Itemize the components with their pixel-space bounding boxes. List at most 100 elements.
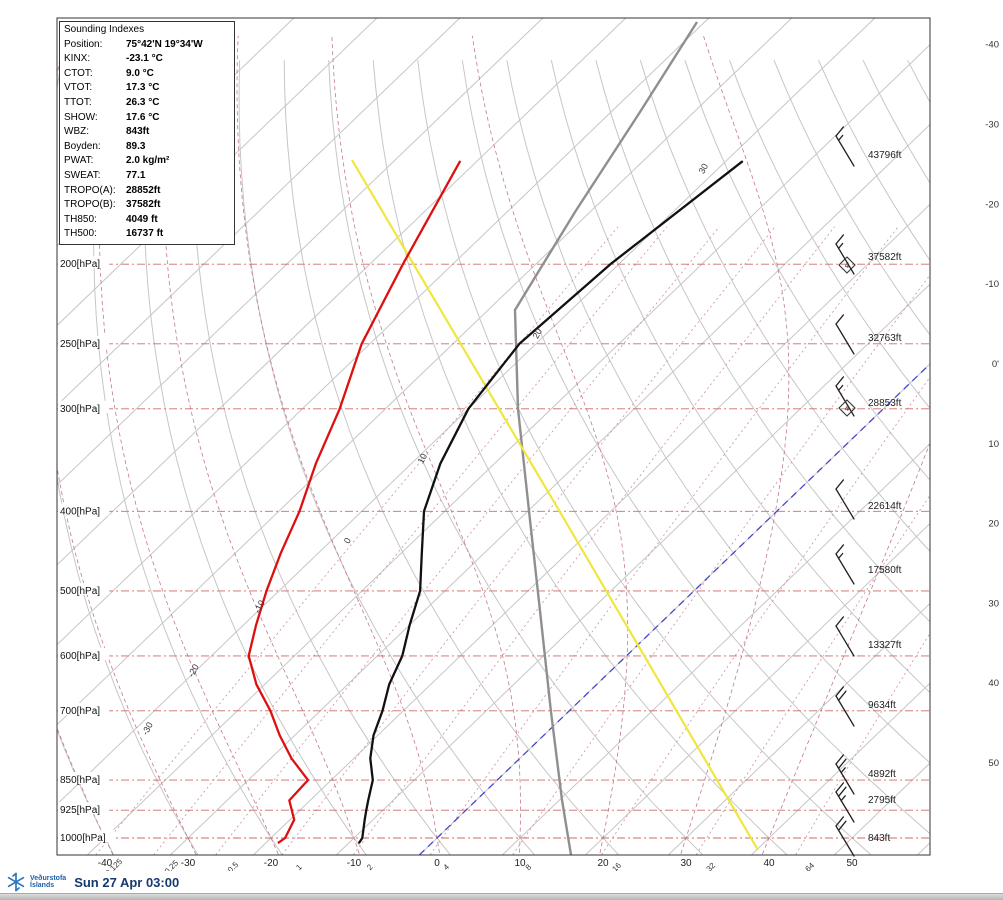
- index-label: TROPO(B):: [64, 199, 116, 211]
- svg-text:30: 30: [988, 598, 999, 609]
- svg-text:28853ft: 28853ft: [868, 398, 902, 409]
- index-row: TROPO(B): 37582ft: [64, 198, 230, 213]
- valid-time-label: Sun 27 Apr 03:00: [74, 874, 180, 890]
- horizontal-scrollbar[interactable]: [0, 893, 1003, 900]
- index-row: TTOT: 26.3 °C: [64, 96, 230, 111]
- right-temp-labels: -40 -30 -20 -10 0' 10 20 30 40 50: [985, 40, 999, 769]
- svg-text:843ft: 843ft: [868, 833, 890, 844]
- svg-text:50: 50: [988, 758, 999, 769]
- svg-text:8: 8: [524, 862, 534, 872]
- svg-text:1000[hPa]: 1000[hPa]: [60, 833, 106, 844]
- org-line1: Veðurstofa: [30, 874, 67, 882]
- svg-text:40: 40: [763, 858, 775, 869]
- svg-text:0: 0: [342, 536, 353, 545]
- svg-text:300[hPa]: 300[hPa]: [60, 404, 100, 415]
- svg-text:30: 30: [680, 858, 692, 869]
- svg-text:0': 0': [992, 359, 999, 370]
- index-row: SWEAT: 77.1: [64, 169, 230, 184]
- index-label: Boyden:: [64, 140, 101, 152]
- index-row: SHOW: 17.6 °C: [64, 111, 230, 126]
- index-row: TROPO(A): 28852ft: [64, 184, 230, 199]
- svg-text:4: 4: [845, 261, 850, 270]
- svg-text:32763ft: 32763ft: [868, 333, 902, 344]
- index-row: Boyden: 89.3: [64, 140, 230, 155]
- svg-text:-40: -40: [985, 40, 999, 51]
- svg-text:-10: -10: [347, 858, 362, 869]
- svg-text:-20: -20: [985, 199, 999, 210]
- svg-text:17580ft: 17580ft: [868, 565, 902, 576]
- index-value: 16737 ft: [126, 228, 164, 240]
- bottom-temp-labels: -40 -30 -20 -10 0 10 20 30 40 50: [98, 858, 858, 869]
- svg-text:22614ft: 22614ft: [868, 501, 902, 512]
- svg-text:2795ft: 2795ft: [868, 795, 896, 806]
- tropopause-diamond-icon: [838, 256, 856, 274]
- index-row: TH500: 16737 ft: [64, 227, 230, 242]
- index-rows: Position: 75°42'N 19°34'W KINX: -23.1 °C CTO…: [64, 38, 230, 242]
- index-label: TROPO(A):: [64, 184, 116, 196]
- svg-text:9634ft: 9634ft: [868, 700, 896, 711]
- index-row: CTOT: 9.0 °C: [64, 67, 230, 82]
- pressure-axis-labels: 200[hPa] 250[hPa] 300[hPa] 400[hPa] 500[hPa]…: [58, 256, 115, 844]
- index-label: PWAT:: [64, 155, 94, 167]
- index-row: WBZ: 843ft: [64, 125, 230, 140]
- index-label: SHOW:: [64, 111, 98, 123]
- svg-text:13327ft: 13327ft: [868, 640, 902, 651]
- svg-text:4892ft: 4892ft: [868, 769, 896, 780]
- index-value: 9.0 °C: [126, 67, 154, 79]
- index-label: Position:: [64, 38, 103, 50]
- svg-text:-30: -30: [181, 858, 196, 869]
- index-label: TH850:: [64, 213, 97, 225]
- svg-text:37582ft: 37582ft: [868, 252, 902, 263]
- index-value: -23.1 °C: [126, 53, 163, 65]
- index-value: 2.0 kg/m²: [126, 155, 170, 167]
- svg-text:-10: -10: [985, 279, 999, 290]
- index-value: 17.3 °C: [126, 82, 160, 94]
- svg-text:30: 30: [697, 162, 711, 176]
- vedurstofa-logo-icon: [7, 872, 25, 892]
- svg-text:64: 64: [803, 861, 816, 872]
- altitude-labels: 43796ft 37582ft 32763ft 28853ft 22614ft 17580…: [868, 150, 902, 844]
- svg-text:600[hPa]: 600[hPa]: [60, 651, 100, 662]
- svg-text:-40: -40: [98, 858, 113, 869]
- index-row: TH850: 4049 ft: [64, 213, 230, 228]
- wind-barbs: [835, 126, 855, 857]
- temperature-curve: [358, 160, 744, 844]
- svg-text:40: 40: [988, 678, 999, 689]
- yellow-reference-line: [351, 159, 759, 851]
- svg-text:2: 2: [365, 862, 375, 872]
- index-value: 17.6 °C: [126, 111, 160, 123]
- svg-text:43796ft: 43796ft: [868, 150, 902, 161]
- tropopause-diamond-icon: [838, 399, 856, 417]
- svg-text:200[hPa]: 200[hPa]: [60, 259, 100, 270]
- svg-text:500[hPa]: 500[hPa]: [60, 586, 100, 597]
- svg-text:4: 4: [845, 404, 850, 413]
- svg-text:20: 20: [597, 858, 609, 869]
- tropopause-marks: 44: [838, 256, 856, 417]
- org-line2: Íslands: [30, 882, 55, 889]
- index-value: 89.3: [126, 140, 146, 152]
- standard-atmosphere-line: [513, 21, 699, 855]
- svg-text:400[hPa]: 400[hPa]: [60, 506, 100, 517]
- dewpoint-curve: [247, 160, 461, 844]
- svg-text:20: 20: [988, 519, 999, 530]
- svg-text:20: 20: [531, 327, 545, 341]
- svg-text:4: 4: [442, 862, 452, 872]
- isotherm-grid: [57, 18, 930, 855]
- svg-text:50: 50: [846, 858, 858, 869]
- svg-text:0: 0: [434, 858, 440, 869]
- svg-text:1: 1: [294, 862, 304, 872]
- svg-text:925[hPa]: 925[hPa]: [60, 805, 100, 816]
- svg-text:32: 32: [705, 861, 718, 872]
- plot-area: [57, 18, 930, 855]
- svg-text:16: 16: [610, 861, 623, 872]
- svg-text:-20: -20: [264, 858, 279, 869]
- mixing-ratio-labels: 0.125 0.25 0.5 1 2 4 8 16 32 64: [104, 857, 817, 872]
- skewt-chart: -30-20-100102030200[hPa]250[hPa]300[hPa]…: [56, 17, 1000, 872]
- index-value: 77.1: [126, 169, 146, 181]
- sounding-indexes-title: Sounding Indexes: [64, 24, 145, 35]
- index-value: 75°42'N 19°34'W: [126, 38, 203, 50]
- index-label: CTOT:: [64, 67, 93, 79]
- index-row: KINX: -23.1 °C: [64, 52, 230, 67]
- svg-text:-30: -30: [985, 120, 999, 131]
